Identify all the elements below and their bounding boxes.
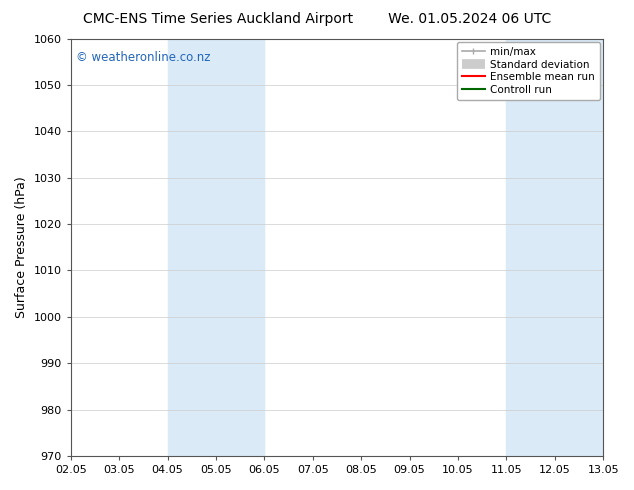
Text: © weatheronline.co.nz: © weatheronline.co.nz — [76, 51, 210, 64]
Bar — [167, 39, 264, 456]
Y-axis label: Surface Pressure (hPa): Surface Pressure (hPa) — [15, 176, 28, 318]
Bar — [507, 39, 603, 456]
Legend: min/max, Standard deviation, Ensemble mean run, Controll run: min/max, Standard deviation, Ensemble me… — [456, 42, 600, 100]
Text: CMC-ENS Time Series Auckland Airport        We. 01.05.2024 06 UTC: CMC-ENS Time Series Auckland Airport We.… — [83, 12, 551, 26]
